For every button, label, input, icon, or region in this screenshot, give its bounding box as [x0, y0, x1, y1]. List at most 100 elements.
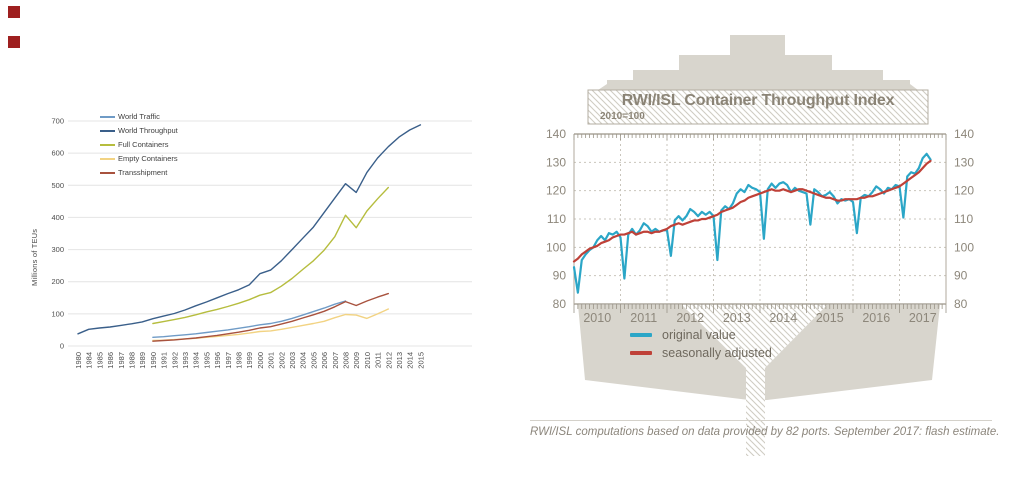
x-tick-label: 2017 — [909, 311, 937, 325]
legend-item-seasonally-adjusted: seasonally adjusted — [630, 346, 772, 360]
y-tick-label-left: 130 — [546, 155, 566, 169]
x-tick-label: 2009 — [352, 352, 361, 369]
world-traffic-chart: 0 100 200 300 400 500 600 700 1980 1984 1985 1986 19… — [28, 98, 480, 400]
series-world-throughput — [77, 124, 422, 335]
x-tick-label: 1996 — [213, 352, 222, 369]
y-tick-label: 600 — [51, 149, 64, 158]
x-tick-label: 1993 — [181, 352, 190, 369]
y-tick-label: 200 — [51, 277, 64, 286]
world-traffic-swatch — [100, 116, 115, 118]
empty-containers-swatch — [100, 158, 115, 160]
title-banner — [587, 89, 929, 125]
x-tick-label: 2015 — [816, 311, 844, 325]
legend-label: seasonally adjusted — [662, 346, 772, 360]
original-value-swatch — [630, 333, 652, 337]
legend-item-full-containers: Full Containers — [100, 141, 178, 149]
world-throughput-swatch — [100, 130, 115, 132]
x-tick-label: 1994 — [192, 352, 201, 369]
x-tick-label: 1980 — [74, 352, 83, 369]
series-full-containers — [152, 186, 389, 325]
right-chart-legend: original value seasonally adjusted — [630, 328, 772, 366]
x-tick-label: 1989 — [138, 352, 147, 369]
y-tick-label-left: 110 — [547, 212, 566, 226]
x-tick-label: 2016 — [862, 311, 890, 325]
seasonally-adjusted-swatch — [630, 351, 652, 355]
legend-item-transshipment: Transshipment — [100, 169, 178, 177]
legend-label: Empty Containers — [118, 154, 178, 163]
x-tick-label: 2007 — [331, 352, 340, 369]
x-tick-label: 2012 — [676, 311, 704, 325]
full-containers-swatch — [100, 144, 115, 146]
x-tick-label: 2006 — [320, 352, 329, 369]
y-tick-label-right: 140 — [954, 127, 974, 141]
x-tick-label: 2011 — [630, 311, 657, 325]
y-tick-label-left: 140 — [546, 127, 566, 141]
x-tick-label: 1984 — [85, 352, 94, 369]
x-tick-label: 2013 — [395, 352, 404, 369]
x-tick-label: 2004 — [299, 352, 308, 369]
x-tick-label: 2014 — [406, 352, 415, 369]
red-marker-top — [8, 6, 20, 18]
y-tick-label: 100 — [51, 309, 64, 318]
legend-label: World Throughput — [118, 126, 178, 135]
series-world-traffic — [152, 300, 347, 339]
x-tick-label: 2010 — [363, 352, 372, 369]
left-chart-y-axis-title: Millions of TEUs — [30, 228, 39, 286]
x-tick-label: 2005 — [309, 352, 318, 369]
index-plot: 80 80 90 90 100 100 110 110 120 120 130 130 140 140 20… — [546, 127, 974, 325]
x-tick-label: 2014 — [769, 311, 797, 325]
x-tick-label: 2001 — [267, 352, 276, 369]
x-tick-label: 2002 — [277, 352, 286, 369]
x-tick-label: 1998 — [235, 352, 244, 369]
x-tick-label: 1990 — [149, 352, 158, 369]
hull-hatched-bow-wedge — [682, 305, 827, 456]
x-tick-label: 2000 — [256, 352, 265, 369]
chart-caption: RWI/ISL computations based on data provi… — [530, 426, 1000, 438]
left-chart-legend: World Traffic World Throughput Full Cont… — [100, 113, 178, 183]
y-tick-label-left: 100 — [546, 240, 566, 254]
ship-hull-silhouette — [578, 305, 940, 456]
y-tick-label-left: 90 — [553, 269, 567, 283]
x-tick-label: 1987 — [117, 352, 126, 369]
y-tick-label: 400 — [51, 213, 64, 222]
y-tick-label-left: 120 — [546, 184, 566, 198]
series-seasonally-adjusted — [572, 159, 932, 263]
legend-item-original-value: original value — [630, 328, 772, 342]
y-tick-label-right: 110 — [954, 212, 973, 226]
y-tick-label: 700 — [51, 117, 64, 126]
right-chart-svg: 80 80 90 90 100 100 110 110 120 120 130 130 140 140 20… — [546, 35, 974, 456]
y-tick-label-right: 80 — [954, 297, 968, 311]
rwi-isl-chart: 80 80 90 90 100 100 110 110 120 120 130 130 140 140 20… — [530, 28, 1000, 458]
x-tick-label: 1999 — [245, 352, 254, 369]
x-tick-label: 2012 — [384, 352, 393, 369]
x-tick-label: 2011 — [374, 352, 383, 368]
legend-label: World Traffic — [118, 112, 160, 121]
x-tick-label: 2015 — [416, 352, 425, 369]
x-tick-label: 1986 — [106, 352, 115, 369]
chart-subtitle: 2010=100 — [600, 111, 645, 122]
series-original-value — [572, 152, 932, 294]
y-tick-label: 300 — [51, 245, 64, 254]
transshipment-swatch — [100, 172, 115, 174]
x-tick-label: 1991 — [160, 352, 169, 369]
series-transshipment — [152, 292, 389, 342]
x-tick-label: 1992 — [170, 352, 179, 369]
caption-divider — [530, 420, 992, 421]
x-tick-label: 1988 — [128, 352, 137, 369]
x-tick-label: 1997 — [224, 352, 233, 369]
ship-bridge-silhouette — [598, 35, 918, 90]
x-tick-label: 2013 — [723, 311, 751, 325]
y-tick-label: 0 — [60, 342, 64, 351]
legend-item-world-throughput: World Throughput — [100, 127, 178, 135]
y-tick-label-right: 90 — [954, 269, 968, 283]
x-tick-label: 1995 — [202, 352, 211, 369]
legend-label: original value — [662, 328, 736, 342]
legend-item-empty-containers: Empty Containers — [100, 155, 178, 163]
x-tick-label: 2008 — [342, 352, 351, 369]
y-tick-label-right: 120 — [954, 184, 974, 198]
x-tick-label: 1985 — [95, 352, 104, 369]
y-tick-label-right: 100 — [954, 240, 974, 254]
red-marker-bottom — [8, 36, 20, 48]
